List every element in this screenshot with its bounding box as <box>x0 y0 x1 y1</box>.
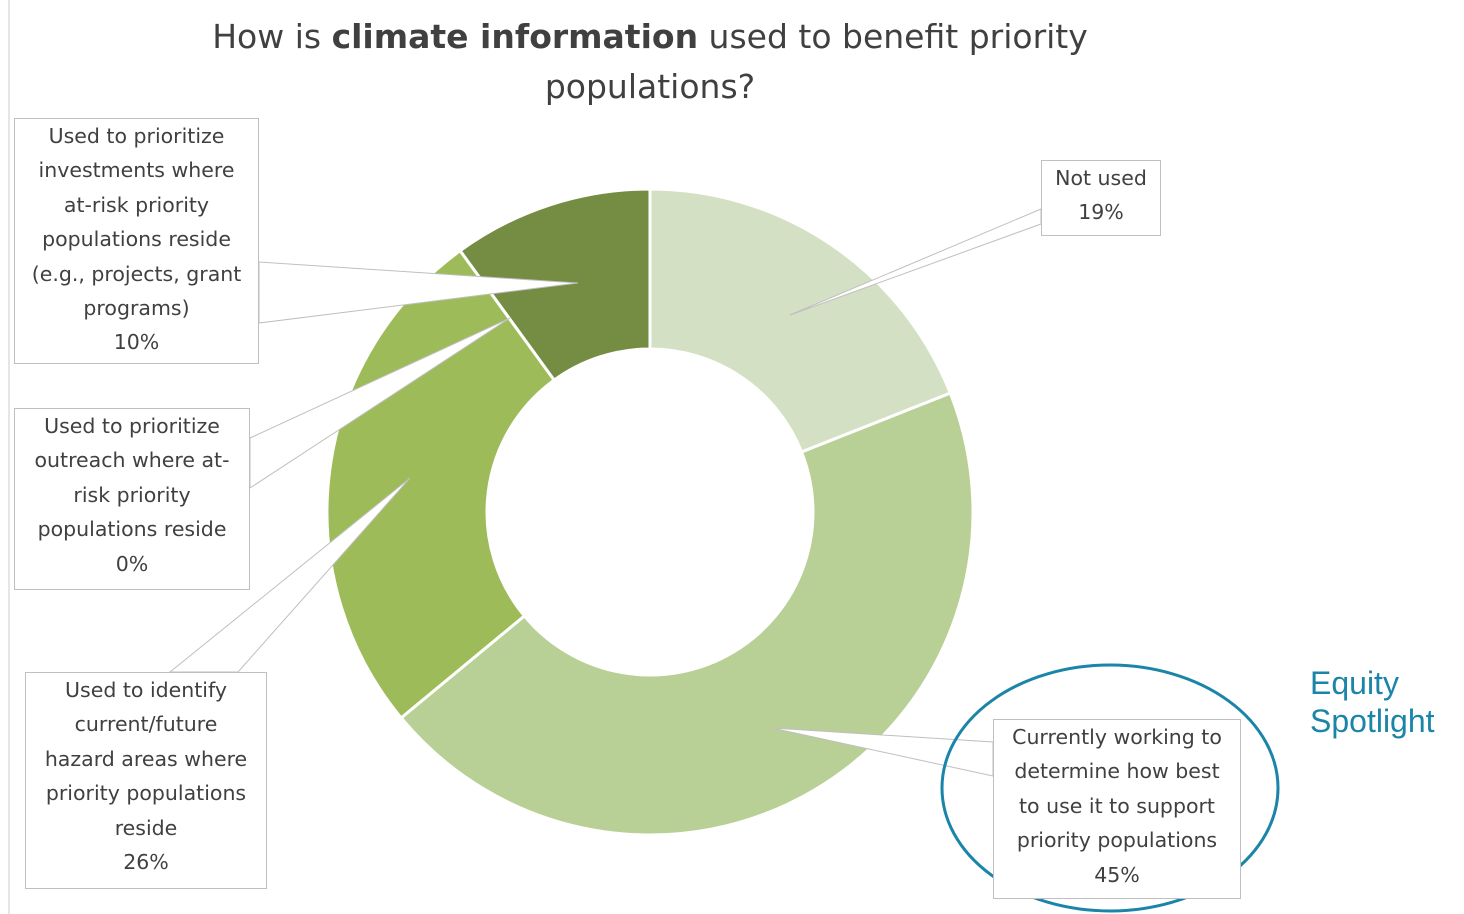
title-part-3: used to benefit priority populations? <box>544 17 1088 106</box>
slice-not-used <box>648 187 953 454</box>
leader-line-investments <box>258 261 579 324</box>
callout-outreach: Used to prioritize outreach where at- ri… <box>14 408 250 590</box>
callout-investments: Used to prioritize investments where at-… <box>14 118 259 364</box>
callout-hazard: Used to identify current/future hazard a… <box>25 672 267 889</box>
title-part-bold: climate information <box>331 17 699 56</box>
slice-working <box>399 391 975 837</box>
equity-spotlight-label: Equity Spotlight <box>1310 665 1435 739</box>
leader-line-outreach <box>249 317 511 489</box>
callout-working: Currently working to determine how best … <box>993 719 1241 899</box>
equity-spotlight-ellipse <box>940 663 1280 913</box>
title-part-1: How is <box>212 17 332 56</box>
callout-not-used: Not used 19% <box>1041 160 1161 236</box>
chart-title: How is climate information used to benef… <box>150 12 1150 112</box>
left-border-line <box>8 0 10 914</box>
